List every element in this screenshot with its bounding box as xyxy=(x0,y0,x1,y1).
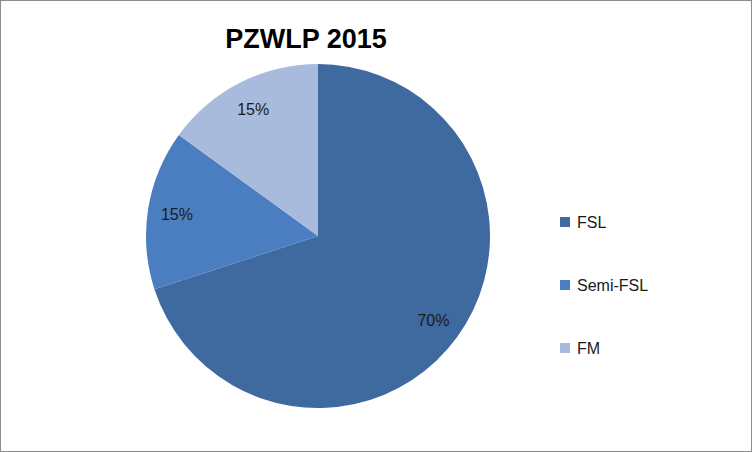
legend-label: FM xyxy=(577,340,600,357)
legend-label: Semi-FSL xyxy=(577,277,648,294)
chart-frame xyxy=(1,1,752,452)
data-label: 15% xyxy=(161,206,193,223)
legend-swatch xyxy=(560,343,570,353)
chart-svg: PZWLP 2015 70% 15% 15% FSL Semi-FSL FM xyxy=(0,0,752,452)
pie xyxy=(146,64,490,408)
legend: FSL Semi-FSL FM xyxy=(560,214,648,357)
data-labels: 70% 15% 15% xyxy=(161,101,450,329)
chart-container: PZWLP 2015 70% 15% 15% FSL Semi-FSL FM xyxy=(0,0,752,452)
data-label: 15% xyxy=(237,101,269,118)
legend-swatch xyxy=(560,280,570,290)
legend-swatch xyxy=(560,217,570,227)
chart-title: PZWLP 2015 xyxy=(225,24,387,54)
pie-slice xyxy=(179,64,318,236)
legend-label: FSL xyxy=(577,214,606,231)
data-label: 70% xyxy=(417,312,449,329)
